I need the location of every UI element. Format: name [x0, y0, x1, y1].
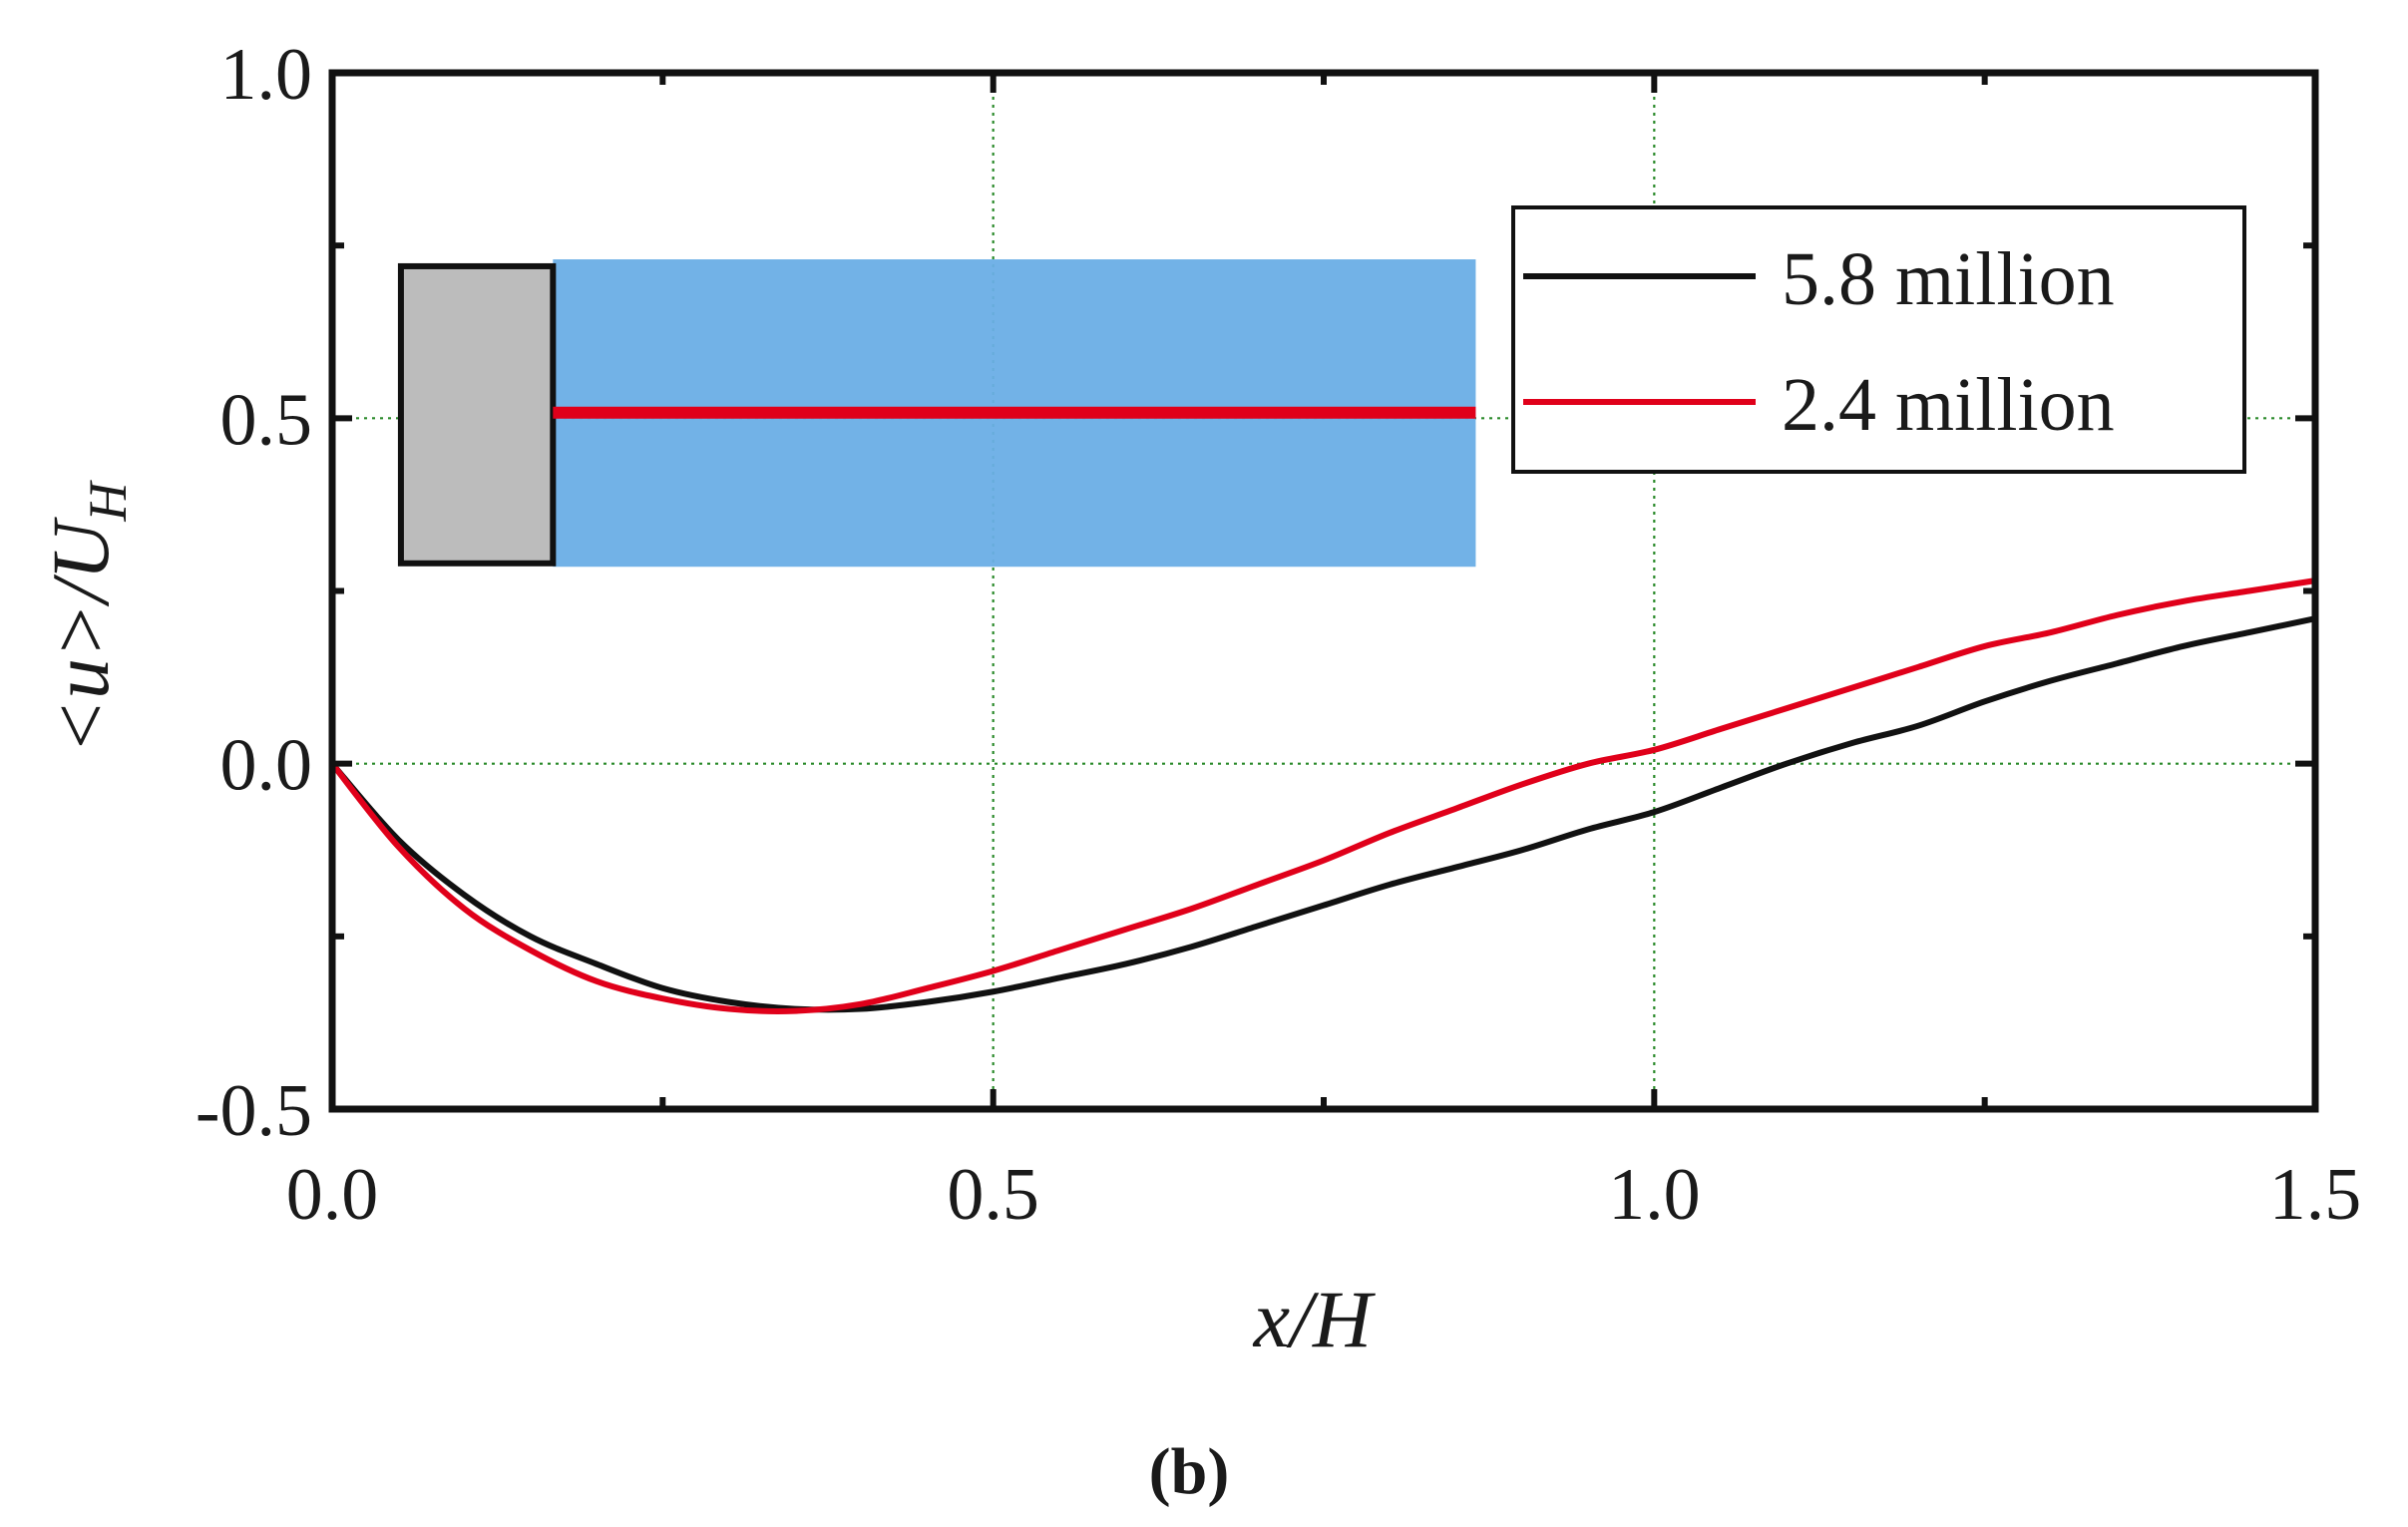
series-line-5.8-million — [329, 615, 2316, 1013]
x-tick-label: 0.0 — [286, 1154, 379, 1236]
inset-schematic — [397, 259, 1476, 568]
y-tick-label: -0.5 — [196, 1070, 312, 1152]
panel-label: (b) — [1149, 1435, 1230, 1508]
legend-entry-2.4-million: 2.4 million — [1782, 363, 2115, 447]
y-tick-label: 0.0 — [220, 725, 313, 807]
y-tick-label: 1.0 — [220, 34, 313, 116]
x-tick-label: 1.0 — [1608, 1154, 1701, 1236]
tick-labels: 0.0 0.5 1.0 1.5-0.50.00.51.0 — [196, 34, 2361, 1236]
axis-ticks — [329, 70, 2318, 1112]
legend: 5.8 million 2.4 million — [1511, 205, 2246, 474]
legend-entry-5.8-million: 5.8 million — [1782, 237, 2115, 321]
x-axis-label: x/H — [1253, 1274, 1376, 1364]
x-tick-label: 0.5 — [947, 1154, 1039, 1236]
y-axis-label: <u>/UH — [35, 480, 138, 755]
y-axis-label-subscript: H — [78, 480, 138, 523]
legend-box — [1511, 205, 2246, 474]
x-tick-label: 1.5 — [2269, 1154, 2362, 1236]
y-axis-label-main: <u>/U — [35, 517, 126, 754]
y-tick-label: 0.5 — [220, 379, 313, 461]
inset-block — [397, 262, 557, 567]
series-line-2.4-million — [329, 577, 2316, 1014]
series-lines — [329, 577, 2316, 1014]
